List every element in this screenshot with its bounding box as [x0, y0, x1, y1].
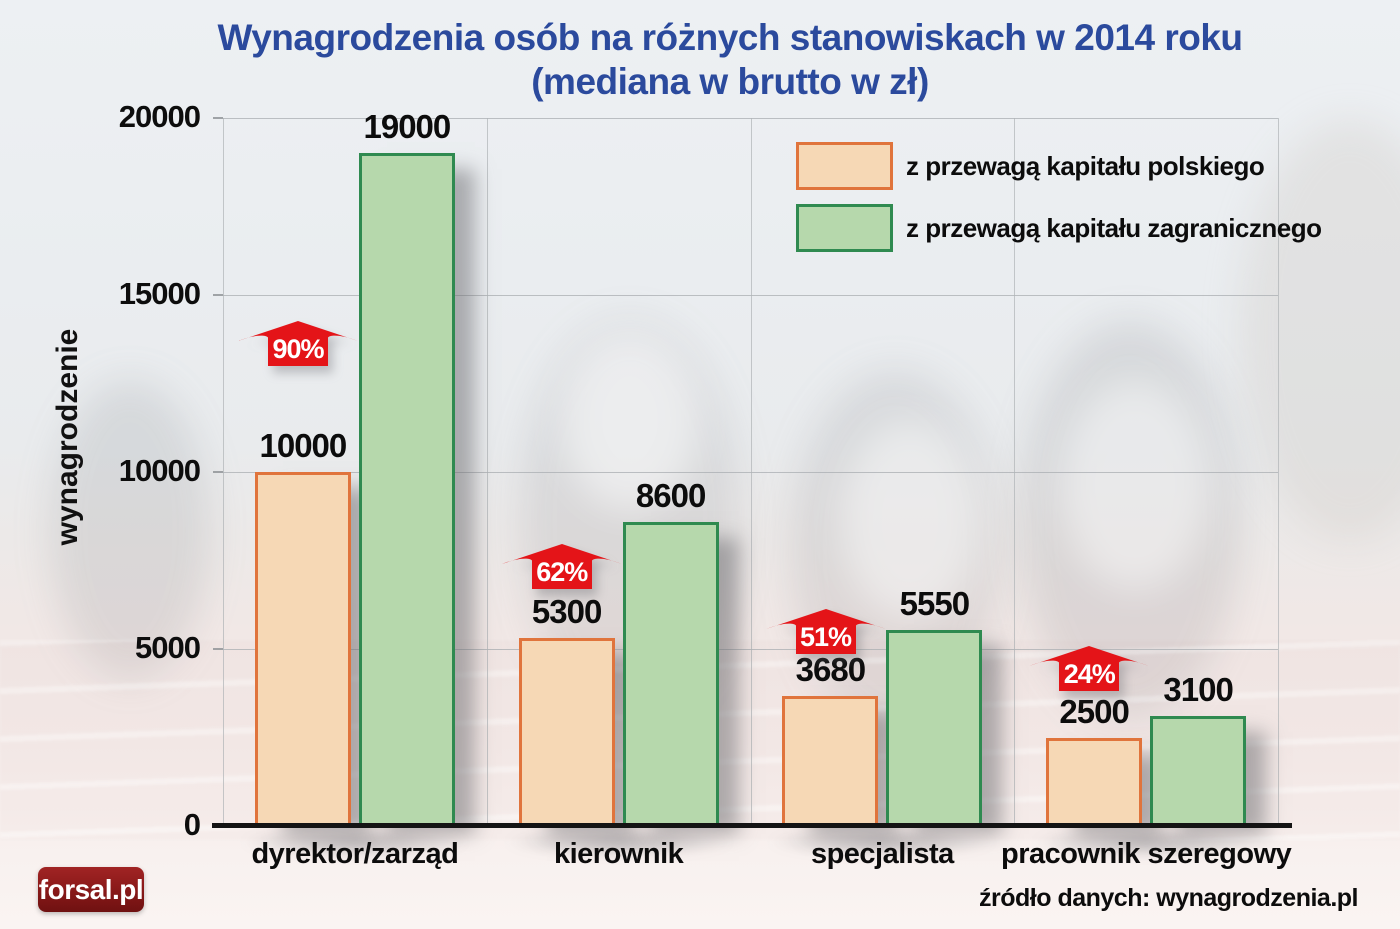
x-category-label: specjalista: [810, 838, 954, 870]
x-category-label: kierownik: [553, 838, 684, 870]
gridline-vertical: [1278, 118, 1279, 826]
bar-group-shadow: [767, 827, 998, 857]
bar-foreign-capital: [358, 153, 455, 826]
bar-foreign-capital: [886, 629, 983, 826]
chart-title: Wynagrodzenia osób na różnych stanowiska…: [60, 16, 1400, 104]
chart-title-line1: Wynagrodzenia osób na różnych stanowiska…: [217, 17, 1243, 58]
bar-foreign-capital: [1150, 716, 1247, 826]
y-tick-label: 20000: [118, 99, 201, 134]
up-arrow-icon: [765, 608, 886, 654]
y-tick-label: 0: [183, 807, 201, 842]
legend-label-foreign-capital: z przewagą kapitału zagranicznego: [906, 212, 1322, 243]
chart-title-line2: (mediana w brutto w zł): [531, 61, 929, 102]
x-category-label: pracownik szeregowy: [1000, 838, 1292, 870]
bar-value-label: 5300: [531, 593, 602, 631]
gridline-vertical: [1014, 118, 1016, 826]
bar-value-label: 10000: [259, 427, 347, 464]
legend-swatch-foreign-capital: [796, 204, 893, 252]
percent-increase-arrow: 62%: [501, 544, 622, 590]
percent-increase-arrow: 51%: [765, 608, 886, 654]
gridline-vertical: [486, 118, 488, 826]
bar-value-label: 3680: [795, 650, 866, 688]
y-tick-label: 10000: [118, 453, 201, 488]
y-axis-tick: [213, 117, 223, 119]
bar-foreign-capital: [622, 521, 719, 826]
gridline-vertical: [750, 118, 752, 826]
bar-value-label: 3100: [1163, 671, 1233, 709]
y-tick-label: 5000: [135, 630, 201, 665]
bar-value-label: 5550: [899, 584, 970, 622]
bar-value-label: 2500: [1059, 692, 1129, 730]
bar-group-shadow: [503, 827, 734, 857]
x-category-label: dyrektor/zarząd: [251, 838, 459, 870]
data-source-text: źródło danych: wynagrodzenia.pl: [979, 884, 1358, 912]
bar-polish-capital: [782, 695, 879, 826]
percent-increase-arrow: 90%: [238, 321, 358, 366]
up-arrow-icon: [501, 544, 622, 590]
y-axis-tick: [213, 471, 223, 473]
legend-label-polish-capital: z przewagą kapitału polskiego: [906, 150, 1265, 181]
percent-increase-arrow: 24%: [1029, 645, 1150, 691]
percent-increase-label: 90%: [272, 334, 324, 364]
bar-polish-capital: [518, 638, 615, 826]
bar-value-label: 19000: [363, 108, 451, 146]
bar-polish-capital: [254, 472, 351, 826]
y-axis-tick: [213, 294, 223, 296]
percent-increase-label: 24%: [1063, 658, 1116, 689]
bar-group-shadow: [239, 827, 470, 857]
legend-swatch-polish-capital: [796, 142, 893, 190]
legend-item-foreign-capital: z przewagą kapitału zagranicznego: [796, 204, 1322, 252]
forsal-logo: forsal.pl: [38, 867, 144, 912]
bar-polish-capital: [1046, 737, 1143, 826]
legend-item-polish-capital: z przewagą kapitału polskiego: [796, 142, 1265, 190]
percent-increase-label: 51%: [799, 621, 852, 652]
x-axis-line: [212, 823, 1292, 828]
y-tick-label: 15000: [118, 276, 201, 311]
percent-increase-label: 62%: [536, 557, 588, 588]
up-arrow-icon: [1029, 645, 1150, 691]
y-axis-tick: [213, 648, 223, 650]
bar-value-label: 8600: [635, 476, 706, 514]
bar-group-shadow: [1031, 827, 1262, 857]
up-arrow-icon: [238, 321, 358, 366]
gridline-vertical: [223, 118, 224, 826]
